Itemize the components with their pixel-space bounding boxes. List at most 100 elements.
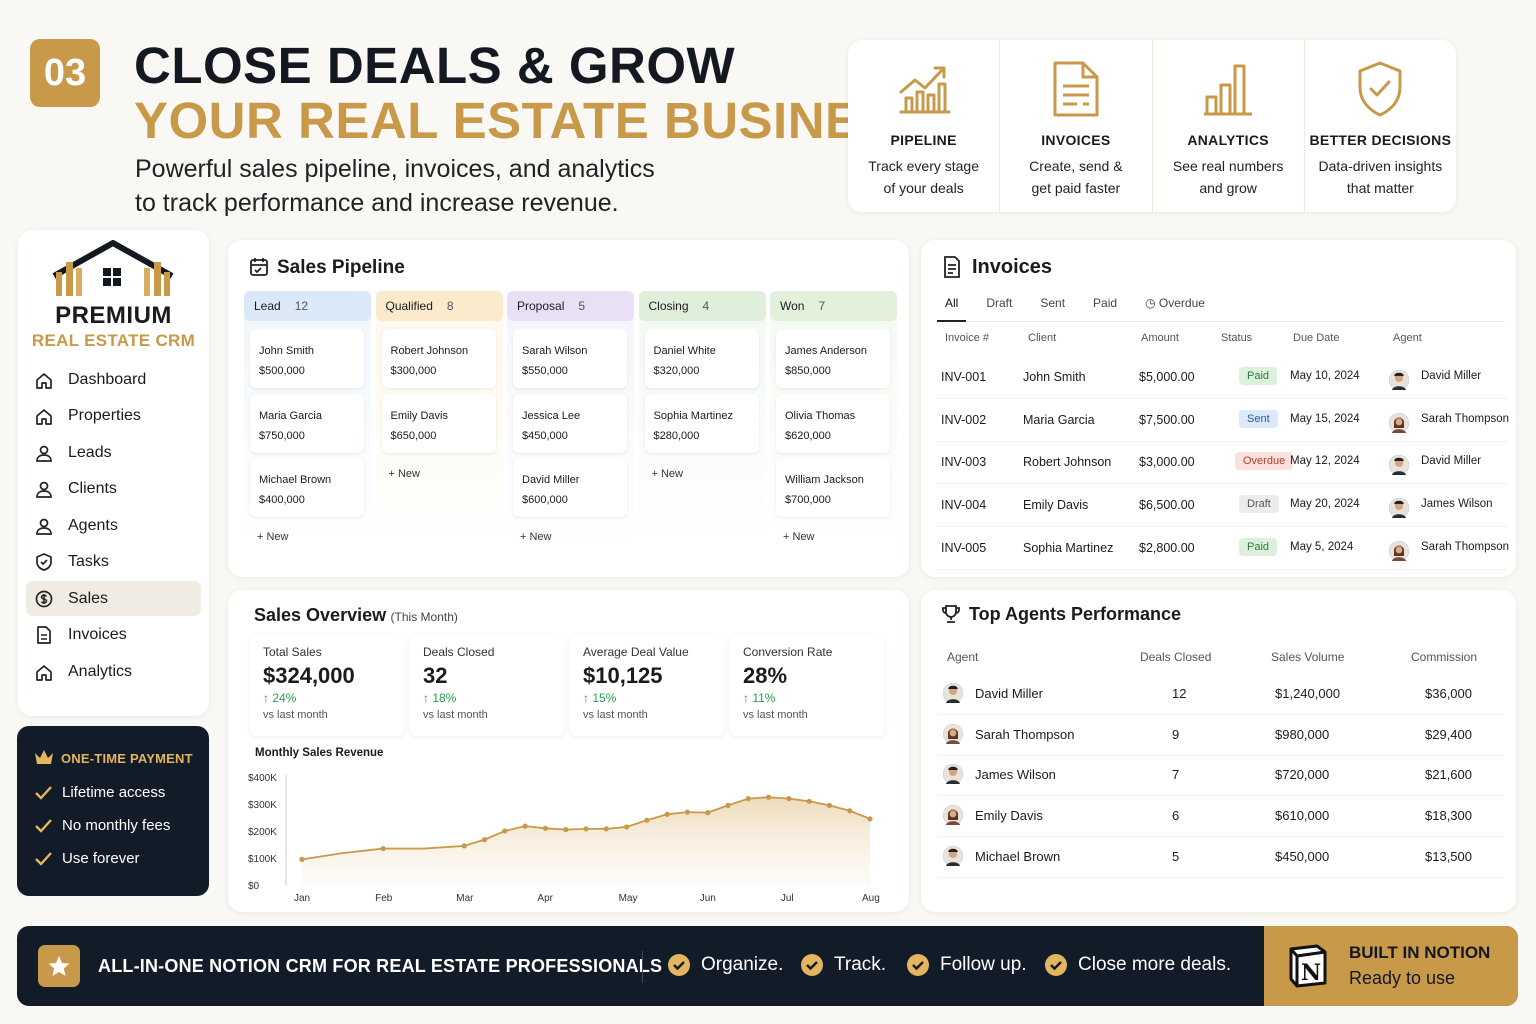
sidebar-item-analytics[interactable]: Analytics: [26, 654, 201, 689]
star-icon: [38, 945, 80, 987]
new-deal-button[interactable]: + New: [520, 531, 552, 543]
sidebar-item-leads[interactable]: Leads: [26, 435, 201, 470]
deal-card[interactable]: Jessica Lee $450,000: [513, 393, 627, 453]
table-row[interactable]: James Wilson 7 $720,000 $21,600: [939, 755, 1504, 797]
status-badge: Paid: [1239, 537, 1278, 556]
subtitle-line-2: to track performance and increase revenu…: [135, 189, 619, 217]
agent-name: David Miller: [975, 686, 1043, 701]
table-row[interactable]: Emily Davis 6 $610,000 $18,300: [939, 796, 1504, 838]
sales-overview-panel: Sales Overview (This Month) Total Sales $…: [228, 590, 909, 912]
revenue-chart: $0 $100K $200K $300K $400K Jan Feb Mar Apr May Jun…: [248, 773, 880, 904]
avatar: [1389, 498, 1409, 519]
pipeline-column-won: Won 7 James Anderson $850,000 Olivia Thomas $…: [770, 291, 897, 561]
deal-card[interactable]: John Smith $500,000: [250, 329, 364, 388]
table-row[interactable]: David Miller 12 $1,240,000 $36,000: [939, 674, 1504, 715]
new-deal-button[interactable]: + New: [652, 468, 684, 480]
kpi-change: ↑ 18%: [423, 691, 457, 705]
deal-card[interactable]: David Miller $600,000: [513, 458, 627, 517]
pipeline-column-qualified: Qualified 8 Robert Johnson $300,000 Emily Da…: [375, 291, 503, 561]
table-row[interactable]: INV-004 Emily Davis $6,500.00 Draft May 20, …: [937, 484, 1507, 528]
data-point: [522, 823, 528, 829]
sidebar-item-dashboard[interactable]: Dashboard: [26, 362, 201, 397]
client-name: Maria Garcia: [1023, 412, 1095, 427]
new-deal-button[interactable]: + New: [257, 531, 289, 543]
deal-value: $280,000: [653, 429, 700, 442]
check-circle-icon: [668, 954, 690, 976]
plus-icon: +: [257, 531, 267, 543]
table-row[interactable]: INV-002 Maria Garcia $7,500.00 Sent May 15, …: [937, 399, 1510, 442]
deal-client: Olivia Thomas: [785, 409, 856, 422]
due-date: May 5, 2024: [1290, 540, 1354, 553]
feature-title: INVOICES: [1041, 132, 1111, 148]
agent-name: Sarah Thompson: [975, 726, 1075, 742]
check-icon: [35, 818, 52, 833]
deal-client: William Jackson: [785, 474, 864, 486]
tab-paid[interactable]: Paid: [1085, 296, 1125, 322]
x-tick-label: Mar: [456, 893, 474, 904]
deal-card[interactable]: William Jackson $700,000: [776, 458, 890, 517]
table-row[interactable]: INV-005 Sophia Martinez $2,800.00 Paid May 5…: [937, 527, 1509, 570]
agent-name: James Wilson: [1421, 498, 1493, 511]
chart-growth-icon: [848, 58, 999, 120]
client-name: Sophia Martinez: [1023, 540, 1114, 555]
avatar: [943, 764, 963, 785]
tab-overdue[interactable]: ◷ Overdue: [1137, 296, 1213, 322]
footer-step: Organize.: [667, 953, 783, 977]
table-row[interactable]: INV-001 John Smith $5,000.00 Paid May 10, 20…: [937, 356, 1507, 399]
data-point: [826, 802, 833, 808]
sidebar-item-tasks[interactable]: Tasks: [26, 545, 201, 580]
deal-card[interactable]: Sophia Martinez $280,000: [644, 393, 759, 453]
sidebar-item-properties[interactable]: Properties: [26, 399, 201, 434]
table-row[interactable]: Sarah Thompson 9 $980,000 $29,400: [939, 715, 1504, 756]
deal-card[interactable]: Olivia Thomas $620,000: [776, 393, 890, 453]
footer-text: ALL-IN-ONE NOTION CRM FOR REAL ESTATE PR…: [98, 956, 663, 976]
agent-name: Sarah Thompson: [1421, 412, 1510, 425]
sidebar-item-clients[interactable]: Clients: [26, 472, 201, 507]
deal-card[interactable]: Michael Brown $400,000: [250, 458, 364, 517]
home-icon: [36, 409, 52, 425]
new-deal-button[interactable]: + New: [783, 531, 815, 543]
sales-volume: $610,000: [1275, 808, 1330, 824]
data-point: [583, 826, 589, 832]
tab-sent[interactable]: Sent: [1032, 296, 1073, 322]
invoice-number: INV-004: [941, 498, 987, 513]
deal-card[interactable]: James Anderson $850,000: [776, 329, 890, 388]
deal-client: Emily Davis: [390, 409, 448, 422]
avatar: [943, 683, 963, 703]
feature-desc: Create, send &: [1029, 158, 1123, 174]
agent-name: David Miller: [1421, 370, 1482, 382]
data-point: [847, 808, 853, 814]
deal-client: David Miller: [522, 474, 580, 486]
avatar: [1389, 370, 1409, 390]
sidebar-item-sales[interactable]: Sales: [26, 581, 201, 616]
headline-line-2: YOUR REAL ESTATE BUSINESS: [134, 92, 929, 149]
column-header: Due Date: [1293, 332, 1340, 344]
table-row[interactable]: INV-003 Robert Johnson $3,000.00 Overdue May…: [937, 441, 1507, 485]
tab-draft[interactable]: Draft: [978, 296, 1020, 322]
sidebar-item-agents[interactable]: Agents: [26, 508, 201, 543]
column-header: Status: [1221, 332, 1253, 344]
deal-card[interactable]: Daniel White $320,000: [644, 329, 759, 388]
sidebar-item-invoices[interactable]: Invoices: [26, 618, 201, 653]
sales-pipeline-panel: Sales Pipeline Lead 12 John Smith $500,000 M…: [228, 240, 909, 577]
deal-card[interactable]: Sarah Wilson $550,000: [513, 329, 627, 388]
kpi-label: Conversion Rate: [743, 645, 833, 659]
due-date: May 15, 2024: [1290, 412, 1360, 425]
deal-card[interactable]: Emily Davis $650,000: [381, 393, 496, 453]
overview-heading: Sales Overview (This Month): [254, 605, 458, 626]
kpi-label: Average Deal Value: [583, 645, 689, 659]
sidebar-item-label: Dashboard: [68, 370, 147, 388]
deal-card[interactable]: Maria Garcia $750,000: [250, 393, 364, 453]
payment-item-label: Lifetime access: [62, 784, 166, 801]
table-row[interactable]: Michael Brown 5 $450,000 $13,500: [939, 837, 1504, 878]
subtitle-line-1: Powerful sales pipeline, invoices, and a…: [135, 155, 655, 183]
tab-all[interactable]: All: [937, 296, 967, 322]
sidebar-item-label: Invoices: [68, 626, 127, 643]
x-tick-label: May: [619, 893, 638, 904]
kpi-value: $10,125: [583, 663, 663, 688]
column-name: Qualified: [385, 299, 433, 313]
avatar: [1389, 412, 1409, 433]
new-deal-button[interactable]: + New: [389, 468, 421, 480]
tab-label: Draft: [986, 296, 1013, 310]
deal-card[interactable]: Robert Johnson $300,000: [381, 329, 496, 388]
